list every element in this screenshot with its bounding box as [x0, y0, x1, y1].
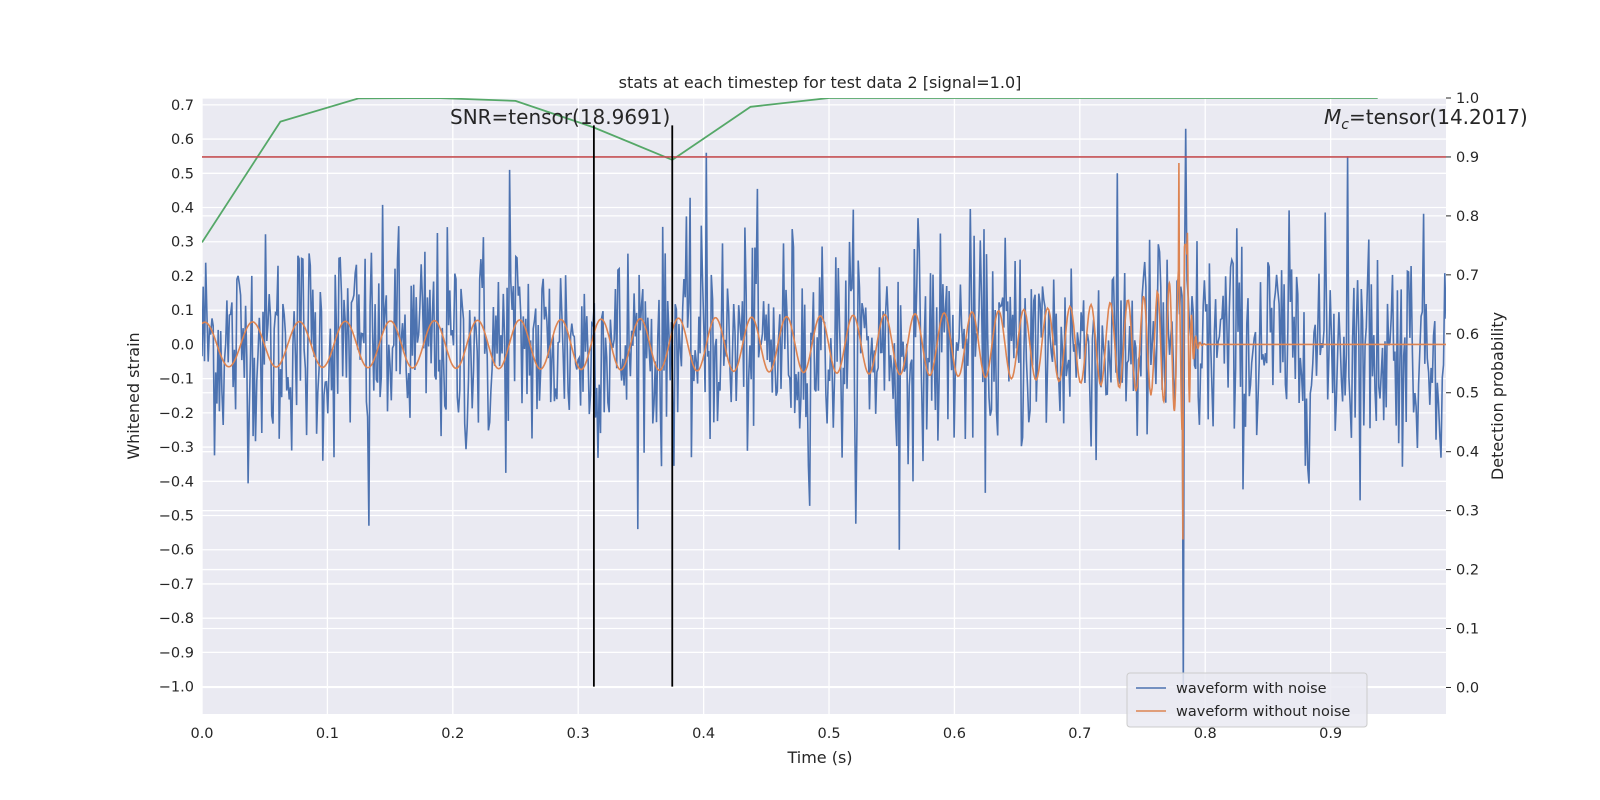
y-tick-left-label: 0.3 — [171, 235, 194, 251]
grid — [201, 97, 1446, 714]
y-tick-left-label: −0.6 — [159, 543, 194, 559]
x-tick-label: 0.4 — [692, 726, 715, 742]
x-tick-label: 0.8 — [1194, 726, 1217, 742]
y-tick-left-label: −0.8 — [159, 611, 194, 627]
y-tick-left-label: 0.5 — [171, 166, 194, 182]
x-tick-label: 0.9 — [1319, 726, 1342, 742]
series-layer — [202, 98, 1446, 687]
y-tick-right-label: 0.6 — [1456, 327, 1479, 343]
y-tick-left-label: 0.6 — [171, 132, 194, 148]
y-tick-left-label: −0.1 — [159, 372, 194, 388]
x-tick-label: 0.0 — [190, 726, 213, 742]
y-tick-right-label: 0.8 — [1456, 209, 1479, 225]
y-tick-right-label: 1.0 — [1456, 91, 1479, 107]
legend-box — [1126, 672, 1368, 728]
y-tick-left-label: −0.4 — [159, 474, 194, 490]
legend-entry-noisy: waveform with noise — [1176, 681, 1327, 697]
y-tick-right-label: 0.4 — [1456, 445, 1479, 461]
y-tick-left-label: 0.4 — [171, 201, 194, 217]
x-axis-label: Time (s) — [786, 748, 852, 767]
y-tick-left-label: 0.1 — [171, 303, 194, 319]
chirp-mass-value: =tensor(14.2017) — [1349, 105, 1528, 129]
y-axis-right-label: Detection probability — [1488, 312, 1507, 480]
y-tick-right-label: 0.1 — [1456, 622, 1479, 638]
series-line-clean — [202, 162, 1446, 540]
y-tick-right-label: 0.9 — [1456, 150, 1479, 166]
legend: waveform with noise waveform without noi… — [1126, 672, 1368, 728]
x-tick-label: 0.7 — [1068, 726, 1091, 742]
y-tick-right-label: 0.5 — [1456, 386, 1479, 402]
y-tick-left-label: −1.0 — [159, 680, 194, 696]
y-tick-left-label: −0.9 — [159, 645, 194, 661]
y-tick-left-label: −0.5 — [159, 509, 194, 525]
series-line-detection-probability — [202, 98, 1378, 243]
y-tick-left-label: −0.2 — [159, 406, 194, 422]
y-tick-left-label: 0.0 — [171, 337, 194, 353]
legend-entry-clean: waveform without noise — [1176, 704, 1350, 720]
y-tick-right-label: 0.2 — [1456, 563, 1479, 579]
x-tick-label: 0.1 — [316, 726, 339, 742]
y-tick-left-label: 0.7 — [171, 98, 194, 114]
x-tick-label: 0.6 — [943, 726, 966, 742]
y-tick-right-label: 0.3 — [1456, 504, 1479, 520]
y-axis-left-label: Whitened strain — [124, 332, 143, 459]
y-tick-right-label: 0.7 — [1456, 268, 1479, 284]
y-tick-left-label: −0.3 — [159, 440, 194, 456]
y-tick-left-label: 0.2 — [171, 269, 194, 285]
y-tick-left-label: −0.7 — [159, 577, 194, 593]
y-axis-right-ticks: 1.0 0.9 0.8 0.7 0.6 0.5 0.4 0.3 0.2 0.1 0.0 — [1446, 91, 1479, 696]
plot-area — [202, 98, 1446, 714]
x-tick-label: 0.2 — [441, 726, 464, 742]
y-axis-left-ticks: 0.7 0.6 0.5 0.4 0.3 0.2 0.1 0.0 −0.1 −0.2 −0.3 −0.4… — [159, 98, 194, 696]
snr-annotation: SNR=tensor(18.9691) — [450, 105, 670, 129]
series-group — [202, 98, 1446, 687]
x-tick-label: 0.5 — [817, 726, 840, 742]
chirp-mass-subscript: c — [1341, 117, 1349, 133]
chirp-mass-annotation: Mc=tensor(14.2017) — [1324, 105, 1528, 133]
x-axis-ticks: 0.0 0.1 0.2 0.3 0.4 0.5 0.6 0.7 0.8 0.9 — [190, 726, 1342, 742]
chirp-mass-symbol: M — [1324, 105, 1341, 129]
x-tick-label: 0.3 — [567, 726, 590, 742]
chart-title: stats at each timestep for test data 2 [… — [619, 73, 1022, 92]
y-tick-right-label: 0.0 — [1456, 680, 1479, 696]
